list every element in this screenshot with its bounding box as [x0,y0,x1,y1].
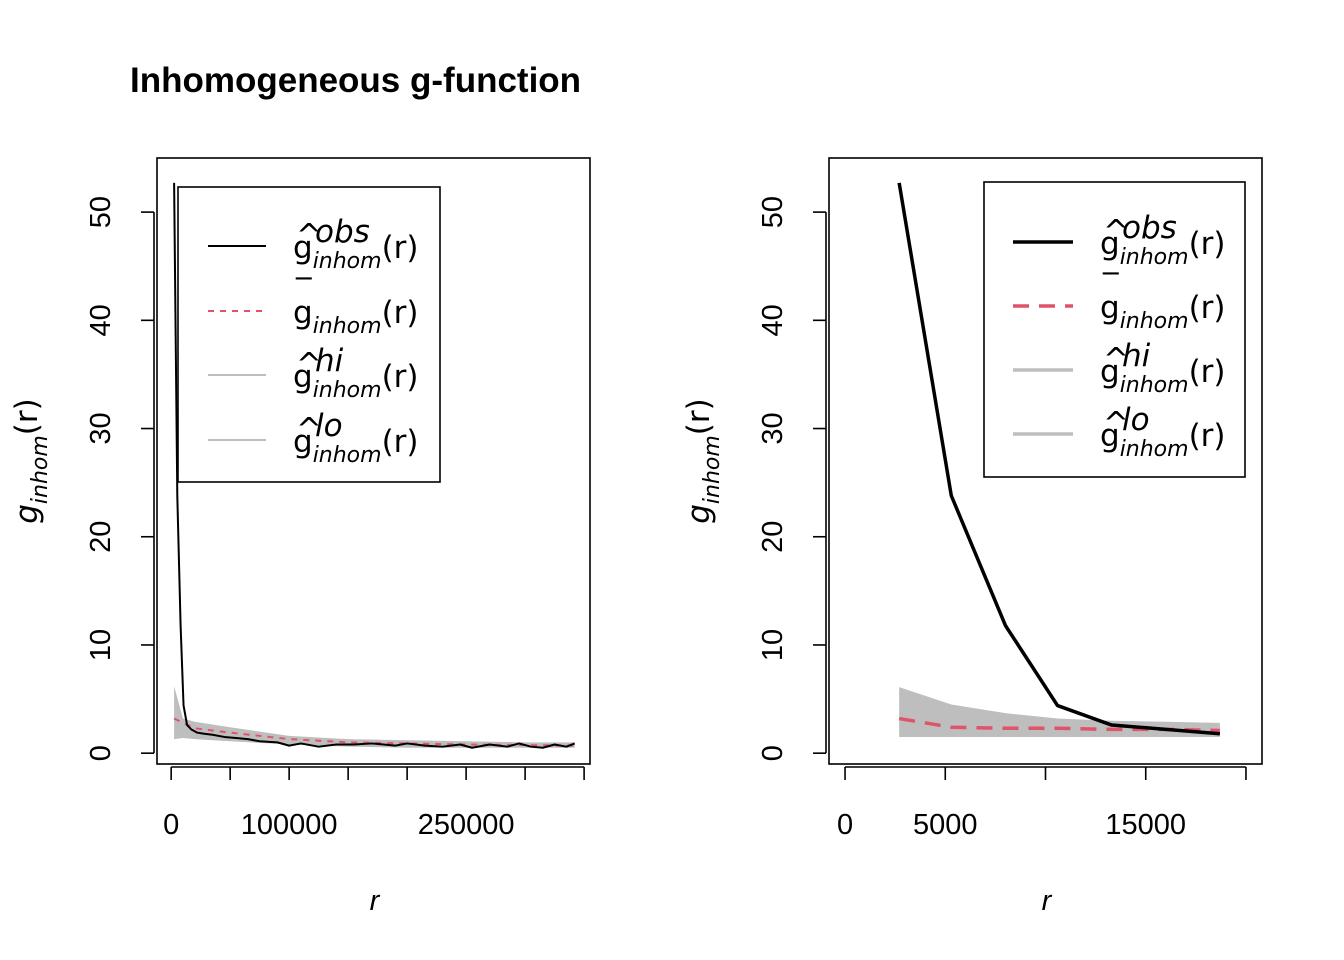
y-tick-label: 10 [85,629,117,661]
legend-label-hi: ginhom(r) [293,359,419,403]
envelope-band [899,687,1220,737]
legend-sup-lo: lo [315,408,343,444]
x-tick-label: 100000 [241,809,338,841]
legend-accent-hi: ^ [296,347,322,383]
legend-accent-theo: ‾ [1102,268,1119,304]
x-tick-label: 250000 [418,809,515,841]
y-tick-label: 50 [757,196,789,228]
y-axis-title: ginhom(r) [681,398,725,524]
x-tick-label: 5000 [913,809,978,841]
y-tick-label: 40 [85,304,117,336]
left-panel: 0 100000 25000001020304050rginhom(r)ginhom… [9,157,591,917]
legend-accent-lo: ^ [296,412,322,448]
legend-label-theo: ginhom(r) [1100,290,1226,334]
y-tick-label: 40 [757,304,789,336]
x-tick-label: 0 [163,809,179,841]
legend-accent-lo: ^ [1103,406,1129,442]
y-tick-label: 50 [85,196,117,228]
legend-label-lo: ginhom(r) [293,424,419,468]
legend-box [177,186,441,483]
legend-accent-obs: ^ [1103,214,1129,250]
legend-accent-obs: ^ [296,218,322,254]
legend-accent-hi: ^ [1103,342,1129,378]
x-tick-label: 0 [837,809,853,841]
y-tick-label: 20 [85,521,117,553]
legend-accent-theo: ‾ [295,273,312,309]
y-tick-label: 10 [757,629,789,661]
x-tick-label: 15000 [1105,809,1186,841]
y-tick-label: 30 [85,412,117,444]
main-title: Inhomogeneous g-function [130,61,581,100]
legend-sup-hi: hi [315,343,344,379]
x-axis-title: r [1042,885,1053,917]
plot-frame [828,157,1263,765]
y-tick-label: 30 [757,412,789,444]
legend-label-lo: ginhom(r) [1100,418,1226,462]
legend-sup-lo: lo [1122,402,1150,438]
series-obs-line [173,182,576,749]
plot-frame [156,157,591,765]
y-tick-label: 0 [757,745,789,761]
legend-sup-obs: obs [1122,210,1177,246]
right-panel: 0 5000 1500001020304050rginhom(r)ginhom(r)… [681,157,1263,917]
series-obs-line [897,182,1221,736]
legend-sup-hi: hi [1122,338,1151,374]
legend-label-hi: ginhom(r) [1100,354,1226,398]
y-axis-title: ginhom(r) [9,398,53,524]
y-tick-label: 0 [85,745,117,761]
legend-box [983,181,1246,478]
legend-label-obs: ginhom(r) [293,230,419,274]
legend-sup-obs: obs [315,214,370,250]
y-tick-label: 20 [757,521,789,553]
legend-label-obs: ginhom(r) [1100,226,1226,270]
x-axis-title: r [370,885,381,917]
legend-label-theo: ginhom(r) [293,295,419,339]
